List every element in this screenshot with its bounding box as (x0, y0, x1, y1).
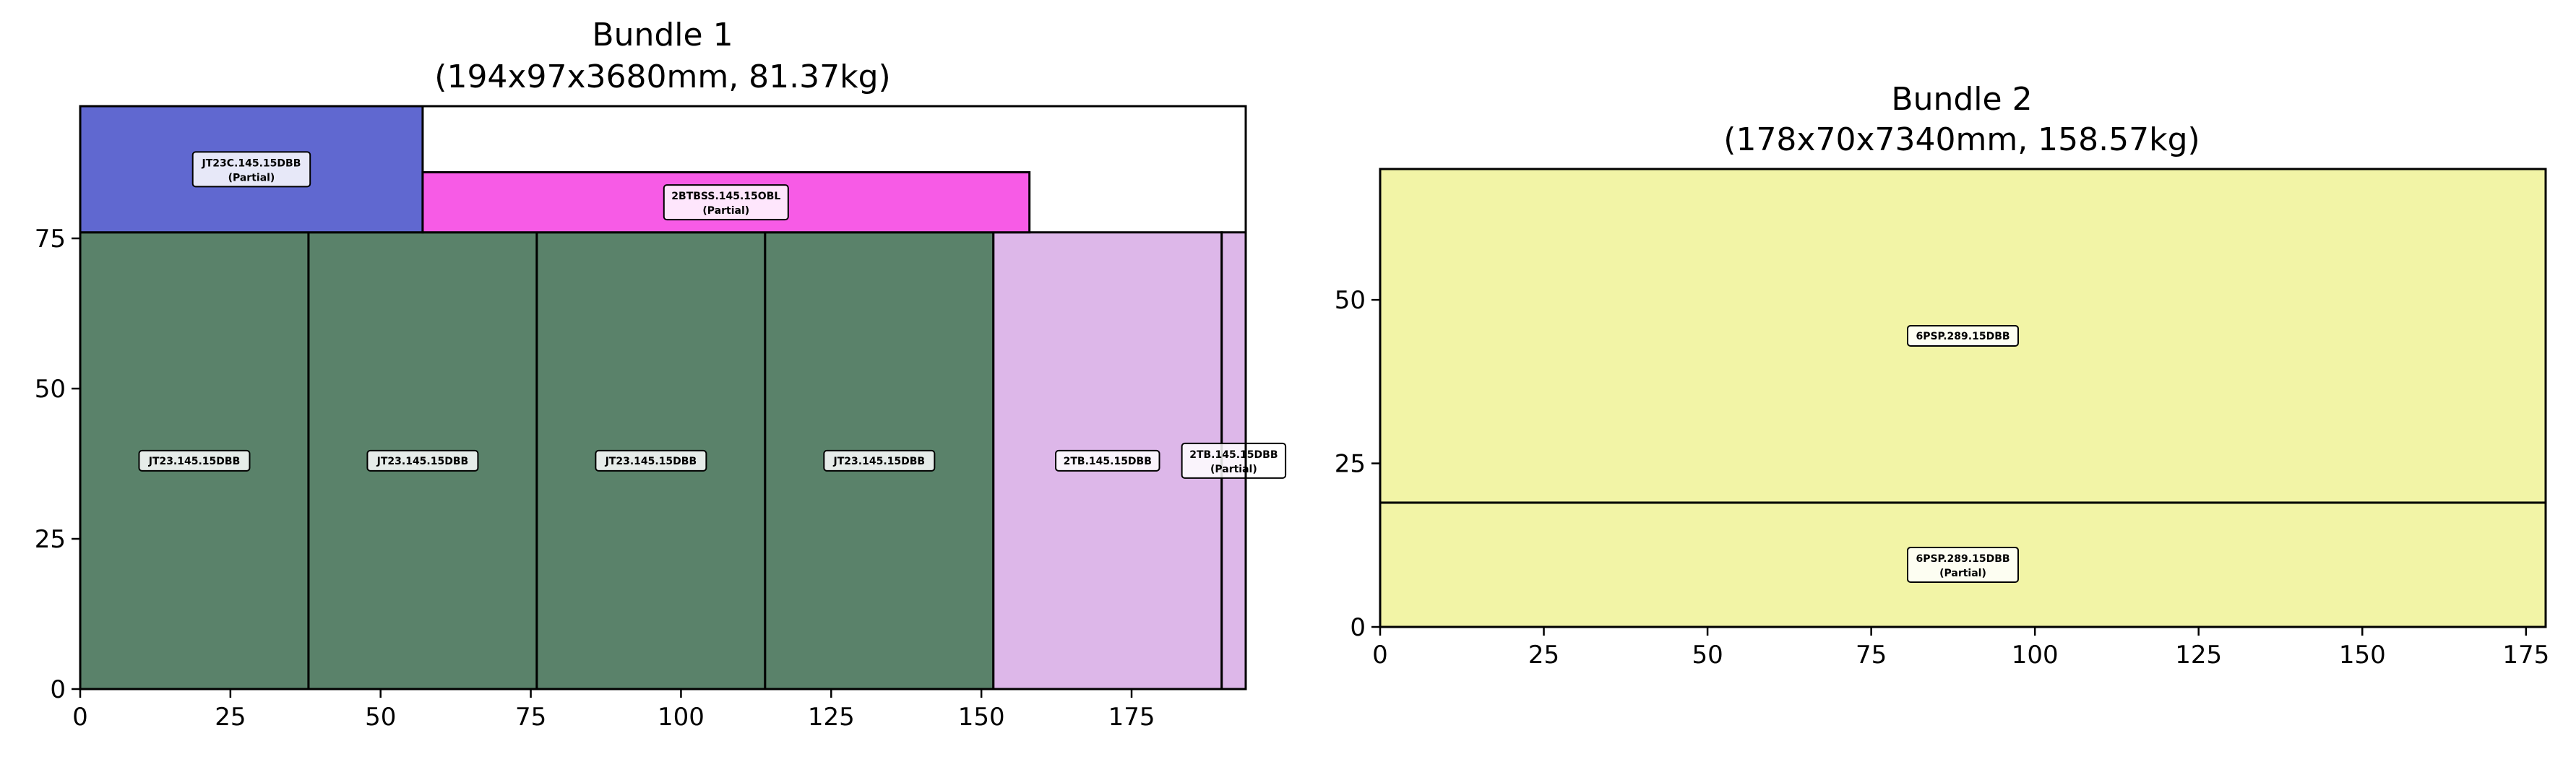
piece-label-text: 6PSP.289.15DBB (1916, 331, 2009, 342)
piece-label-text: JT23.145.15DBB (376, 456, 469, 467)
piece-label-box (1907, 324, 2019, 347)
piece-label-box (366, 449, 479, 472)
x-tick-label: 75 (1856, 641, 1887, 670)
piece-label: 2TB.145.15DBB (1055, 449, 1160, 472)
piece-label: JT23C.145.15DBB (Partial) (191, 151, 311, 188)
bundle-1-subtitle: (194x97x3680mm, 81.37kg) (434, 59, 890, 95)
piece-label-box (663, 184, 789, 221)
piece-rect (421, 171, 1031, 234)
x-tick-label: 175 (2502, 641, 2549, 670)
piece-label-text: JT23C.145.15DBB (202, 157, 301, 169)
x-tick-label: 0 (72, 703, 88, 732)
piece-label-box (1055, 449, 1160, 472)
y-tick-label: 50 (1335, 286, 1366, 315)
piece-label-text: JT23.145.15DBB (148, 456, 241, 467)
y-tick-label: 0 (50, 675, 66, 704)
piece-label: JT23.145.15DBB (595, 449, 707, 472)
x-tick-label: 0 (1372, 641, 1388, 670)
y-tick-label: 0 (1350, 613, 1366, 642)
piece-label-box (595, 449, 707, 472)
piece-label: 6PSP.289.15DBB (Partial) (1907, 546, 2019, 583)
x-tick-label: 100 (2012, 641, 2059, 670)
piece-label-partial: (Partial) (1210, 464, 1257, 475)
piece-label: 2TB.145.15DBB (Partial) (1181, 442, 1287, 479)
piece-label-text: JT23.145.15DBB (605, 456, 697, 467)
piece-label: JT23.145.15DBB (823, 449, 936, 472)
y-tick-label: 75 (35, 225, 66, 254)
x-tick-label: 125 (808, 703, 855, 732)
piece-label-text: 2TB.145.15DBB (1189, 449, 1278, 461)
piece-label-text: JT23.145.15DBB (833, 456, 926, 467)
bundle-1-title: Bundle 1 (592, 17, 733, 53)
piece-label-partial: (Partial) (1939, 568, 1986, 579)
piece-label: JT23.145.15DBB (366, 449, 479, 472)
piece-label-box (823, 449, 936, 472)
bundle-2-axes-frame (1379, 168, 2547, 628)
x-tick-label: 150 (2339, 641, 2386, 670)
piece-label-box (1907, 546, 2019, 583)
piece-label-text: 6PSP.289.15DBB (1916, 553, 2009, 565)
x-tick-label: 125 (2175, 641, 2222, 670)
piece-label: 2BTBSS.145.15OBL (Partial) (663, 184, 789, 221)
piece-label-text: 2BTBSS.145.15OBL (671, 191, 780, 202)
piece-label-text: 2TB.145.15DBB (1064, 456, 1152, 467)
piece-label: JT23.145.15DBB (138, 449, 251, 472)
bundle-2-subtitle: (178x70x7340mm, 158.57kg) (1723, 121, 2200, 158)
bundle-2-chart: Bundle 2 (178x70x7340mm, 158.57kg) 6PSP.… (1335, 81, 2550, 670)
y-tick-label: 25 (1335, 450, 1366, 479)
piece-label: 6PSP.289.15DBB (1907, 324, 2019, 347)
y-tick-label: 50 (35, 375, 66, 404)
x-tick-label: 50 (1692, 641, 1723, 670)
x-tick-label: 50 (365, 703, 396, 732)
piece-label-box (191, 151, 311, 188)
bundle-1-axes-frame (79, 105, 1247, 690)
piece-label-box (1181, 442, 1287, 479)
x-tick-label: 25 (215, 703, 246, 732)
x-tick-label: 75 (515, 703, 546, 732)
x-tick-label: 25 (1528, 641, 1559, 670)
bundle-1-chart: Bundle 1 (194x97x3680mm, 81.37kg) JT23.1… (35, 17, 1287, 732)
x-tick-label: 150 (958, 703, 1005, 732)
x-tick-label: 100 (658, 703, 705, 732)
piece-label-partial: (Partial) (228, 172, 275, 183)
bundle-2-title: Bundle 2 (1891, 81, 2032, 118)
y-tick-label: 25 (35, 525, 66, 554)
piece-label-partial: (Partial) (702, 205, 749, 217)
piece-label-box (138, 449, 251, 472)
x-tick-label: 175 (1108, 703, 1155, 732)
